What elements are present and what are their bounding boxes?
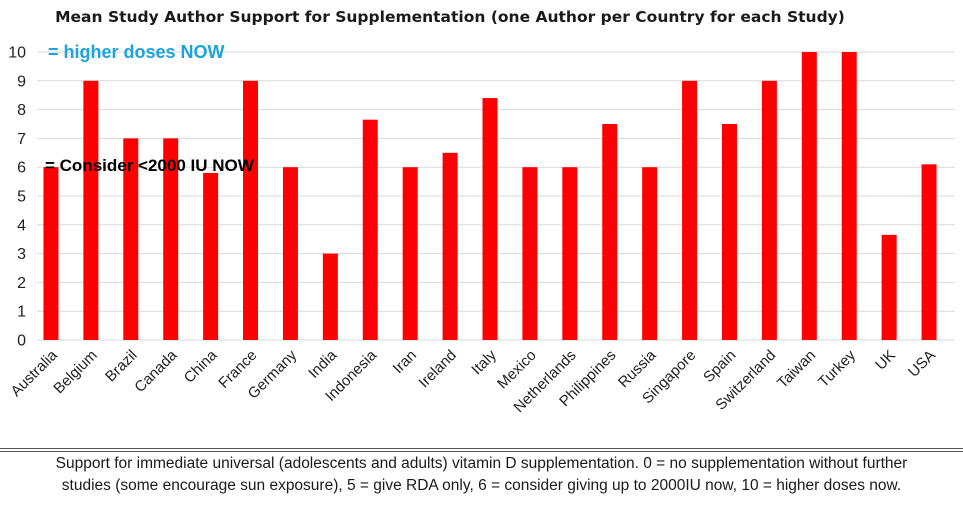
- x-tick-label-ireland: Ireland: [415, 347, 459, 391]
- bar-switzerland: [761, 80, 777, 341]
- y-tick-label: 4: [17, 217, 26, 234]
- y-tick-label: 5: [17, 189, 26, 206]
- caption-divider-top: [0, 448, 963, 449]
- x-tick-label-india: India: [305, 346, 340, 381]
- x-tick-label-iran: Iran: [390, 347, 420, 377]
- bar-netherlands: [562, 167, 578, 340]
- bar-mexico: [522, 167, 538, 340]
- bar-germany: [282, 167, 298, 340]
- x-tick-label-belgium: Belgium: [50, 347, 100, 397]
- bar-ireland: [442, 152, 458, 340]
- y-tick-label: 7: [17, 131, 26, 148]
- y-tick-label: 9: [17, 73, 26, 90]
- caption: Support for immediate universal (adolesc…: [0, 453, 963, 497]
- bar-canada: [163, 138, 179, 340]
- y-tick-label: 8: [17, 102, 26, 119]
- bar-chart: Mean Study Author Support for Supplement…: [7, 8, 955, 416]
- caption-divider-bottom: [0, 451, 963, 452]
- bar-philippines: [602, 124, 618, 340]
- bar-indonesia: [362, 119, 378, 341]
- annotation-consider-2000iu: = Consider <2000 IU NOW: [45, 156, 255, 175]
- bar-uk: [881, 234, 897, 340]
- y-tick-label: 1: [17, 304, 26, 321]
- y-tick-label: 3: [17, 246, 26, 263]
- y-tick-label: 10: [8, 45, 26, 62]
- y-tick-label: 2: [17, 275, 26, 292]
- bar-singapore: [682, 80, 698, 341]
- caption-line-2: studies (some encourage sun exposure), 5…: [61, 477, 902, 494]
- caption-line-1: Support for immediate universal (adolesc…: [55, 455, 908, 472]
- x-tick-label-uk: UK: [872, 347, 899, 374]
- y-tick-label: 6: [17, 160, 26, 177]
- bar-turkey: [841, 52, 857, 340]
- bar-iran: [402, 167, 418, 340]
- x-tick-label-italy: Italy: [468, 346, 500, 378]
- x-tick-label-canada: Canada: [131, 346, 181, 396]
- x-tick-label-taiwan: Taiwan: [774, 347, 819, 392]
- y-tick-label: 0: [17, 333, 26, 350]
- x-tick-label-australia: Australia: [7, 346, 61, 400]
- bars: [43, 52, 937, 341]
- x-tick-label-turkey: Turkey: [815, 346, 859, 390]
- bar-russia: [642, 167, 658, 340]
- bar-india: [322, 253, 338, 340]
- bar-brazil: [123, 138, 139, 340]
- bar-china: [203, 172, 219, 340]
- x-tick-label-usa: USA: [905, 347, 939, 381]
- bar-taiwan: [801, 52, 817, 340]
- bar-belgium: [83, 80, 99, 341]
- annotation-higher-doses: = higher doses NOW: [48, 42, 225, 62]
- bar-usa: [921, 164, 937, 340]
- chart-title: Mean Study Author Support for Supplement…: [55, 8, 845, 26]
- bar-spain: [721, 124, 737, 340]
- bar-france: [243, 80, 259, 341]
- bar-italy: [482, 98, 498, 340]
- y-axis-ticks: 0 1 2 3 4 5 6 7 8 9 10: [8, 45, 26, 350]
- bar-australia: [43, 167, 59, 340]
